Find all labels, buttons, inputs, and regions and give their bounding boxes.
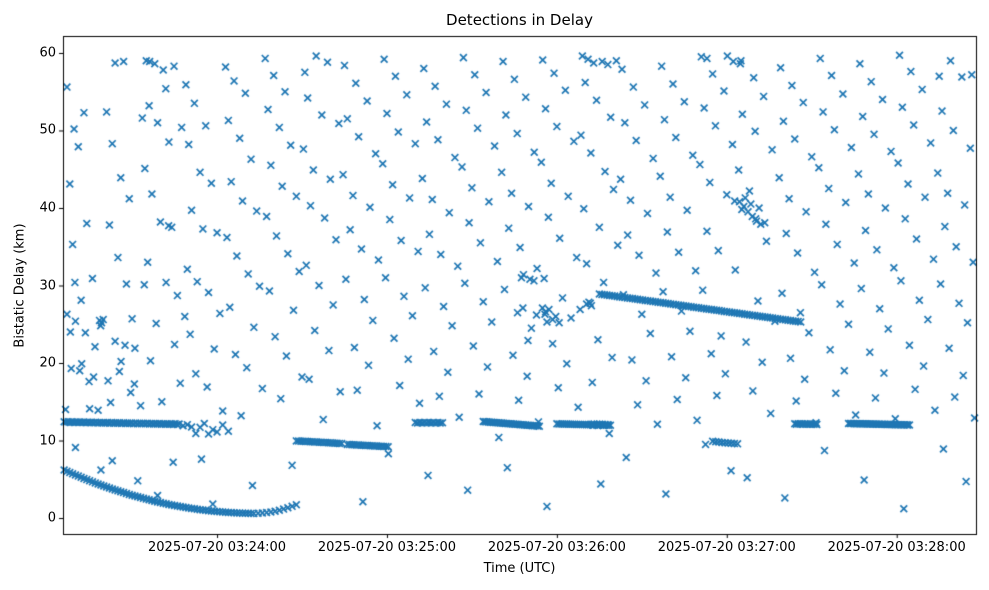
y-tick-label-2: 20 bbox=[39, 355, 56, 371]
y-tick-label-4: 40 bbox=[39, 200, 56, 216]
y-tick-label-0: 0 bbox=[47, 510, 56, 526]
chart-title: Detections in Delay bbox=[446, 11, 593, 29]
x-tick-label-1: 2025-07-20 03:25:00 bbox=[317, 540, 456, 555]
x-axis-label: Time (UTC) bbox=[483, 561, 556, 576]
x-tick-label-3: 2025-07-20 03:27:00 bbox=[657, 540, 796, 555]
x-tick-label-2: 2025-07-20 03:26:00 bbox=[487, 540, 626, 555]
y-tick-label-5: 50 bbox=[39, 122, 56, 138]
x-tick-label-0: 2025-07-20 03:24:00 bbox=[148, 540, 287, 555]
y-tick-label-1: 10 bbox=[39, 433, 56, 449]
y-tick-label-3: 30 bbox=[39, 278, 56, 293]
y-axis-label: Bistatic Delay (km) bbox=[12, 223, 28, 348]
y-tick-label-6: 60 bbox=[39, 45, 56, 61]
x-tick-label-4: 2025-07-20 03:28:00 bbox=[827, 540, 966, 555]
